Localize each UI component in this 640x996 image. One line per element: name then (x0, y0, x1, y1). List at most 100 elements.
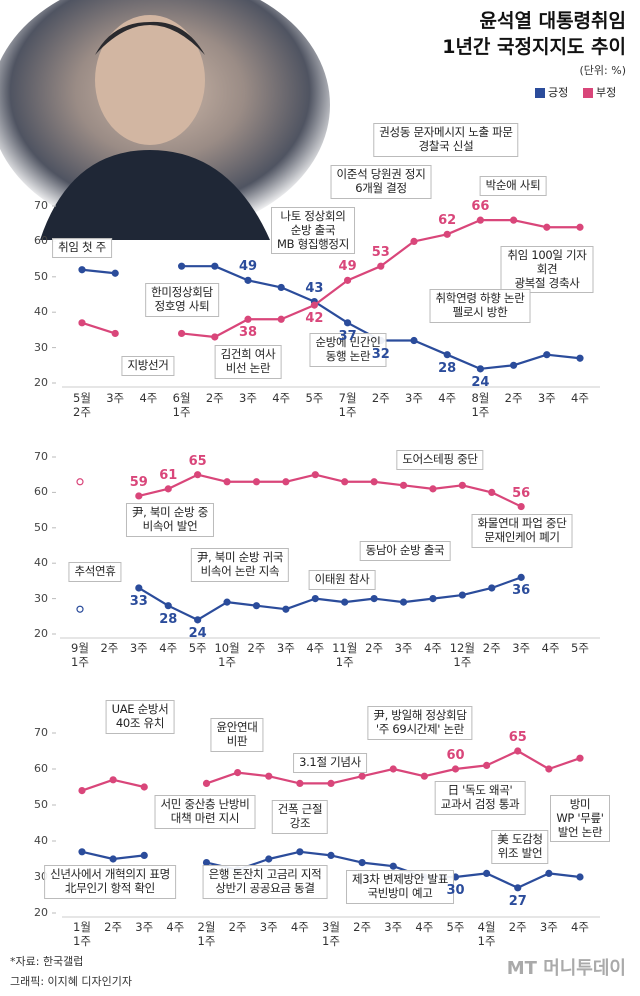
x-tick-label: 2주 (205, 391, 224, 405)
data-point (576, 223, 584, 231)
value-label: 49 (338, 259, 357, 275)
annotation: 취학연령 하향 논란 펠로시 방한 (429, 289, 531, 323)
data-point (451, 765, 460, 773)
series-line (138, 576, 522, 621)
value-label: 38 (238, 325, 258, 341)
data-point (223, 598, 231, 606)
x-tick-label: 7월 1주 (338, 391, 357, 419)
value-label: 43 (305, 280, 324, 296)
data-point (389, 765, 397, 773)
data-point (327, 851, 335, 860)
x-tick-label: 3주 (239, 391, 257, 405)
series-line (81, 321, 116, 335)
data-point (164, 485, 172, 493)
annotation: 추석연휴 (68, 562, 122, 582)
data-point (458, 591, 466, 599)
annotation: 尹, 북미 순방 귀국 비속어 논란 지속 (190, 548, 290, 582)
y-tick-label: 50 (34, 520, 48, 534)
data-point (420, 772, 428, 780)
value-label: 27 (508, 894, 527, 909)
annotation: 3.1절 기념사 (293, 753, 367, 773)
y-tick-label: 20 (34, 906, 48, 919)
data-point (341, 478, 349, 486)
data-point (576, 873, 584, 881)
x-tick-label: 5주 (188, 641, 207, 655)
x-tick-label: 4주 (306, 641, 325, 655)
value-label: 65 (508, 730, 527, 746)
data-point (223, 478, 231, 486)
data-point (252, 478, 261, 486)
data-point (576, 354, 584, 362)
value-label: 60 (446, 748, 465, 764)
x-tick-label: 3주 (512, 641, 531, 655)
annotation: 이준석 당원권 정지 6개월 결정 (330, 165, 432, 199)
data-point (488, 488, 496, 496)
x-tick-label: 2주 (504, 391, 523, 405)
x-tick-label: 10월 1주 (214, 641, 240, 669)
value-label: 59 (129, 475, 148, 491)
x-tick-label: 3주 (394, 641, 413, 655)
x-tick-label: 1월 1주 (73, 920, 91, 948)
x-tick-label: 3주 (135, 920, 154, 934)
x-tick-label: 3주 (537, 391, 556, 405)
annotation: 이태원 참사 (308, 570, 376, 590)
data-point (211, 333, 219, 341)
series-line (138, 473, 522, 508)
x-tick-label: 8월 1주 (471, 391, 490, 419)
data-point (244, 315, 252, 323)
data-point (543, 351, 551, 359)
x-tick-label: 4주 (571, 920, 589, 934)
data-point (282, 605, 290, 613)
value-label: 65 (188, 453, 207, 469)
y-tick-label: 70 (34, 199, 48, 212)
y-tick-label: 70 (34, 726, 48, 739)
data-point (194, 471, 202, 479)
data-point (429, 485, 437, 493)
x-tick-label: 3주 (106, 391, 125, 405)
y-tick-label: 30 (34, 340, 48, 354)
data-point (514, 747, 522, 755)
value-label: 30 (446, 883, 465, 899)
data-point (344, 319, 352, 327)
data-point (514, 884, 522, 892)
data-point (76, 605, 84, 613)
logo: MT 머니투데이 (506, 958, 626, 979)
x-tick-label: 5월 2주 (73, 391, 91, 419)
data-point (458, 481, 466, 489)
data-point (341, 598, 349, 606)
y-tick-label: 40 (34, 556, 48, 570)
data-point (76, 478, 84, 486)
x-tick-label: 4주 (159, 641, 178, 655)
data-point (443, 230, 451, 238)
annotation: 순방에 민간인 동행 논란 (309, 333, 387, 367)
annotation: 제3차 변제방안 발표 국빈방미 예고 (346, 870, 454, 904)
x-tick-label: 3주 (276, 641, 295, 655)
value-label: 24 (471, 375, 490, 391)
value-label: 61 (159, 468, 178, 484)
annotation: 동남아 순방 출국 (359, 541, 451, 561)
y-tick-label: 20 (34, 627, 48, 640)
annotation: 권성동 문자메시지 노출 파문 경찰국 신설 (373, 123, 519, 157)
x-tick-label: 2월 1주 (197, 920, 216, 948)
value-label: 49 (238, 259, 258, 275)
annotation: 나토 정상회의 순방 출국 MB 형집행정지 (271, 207, 355, 255)
x-tick-label: 3주 (384, 920, 403, 934)
data-point (488, 584, 496, 592)
data-point (443, 351, 451, 359)
data-point (389, 862, 397, 870)
data-point (265, 855, 273, 863)
x-tick-label: 4주 (571, 391, 589, 405)
data-point (296, 779, 304, 788)
data-point (234, 768, 242, 777)
data-point (78, 786, 86, 795)
x-tick-label: 2주 (100, 641, 119, 655)
y-tick-label: 40 (34, 305, 48, 319)
data-point (202, 779, 211, 788)
annotation: 신년사에서 개혁의지 표명 北무인기 항적 확인 (44, 865, 176, 899)
value-label: 28 (438, 360, 457, 376)
data-point (370, 594, 378, 603)
data-point (109, 776, 117, 784)
value-label: 36 (512, 583, 531, 599)
title-line: 윤석열 대통령취임 (479, 10, 626, 32)
